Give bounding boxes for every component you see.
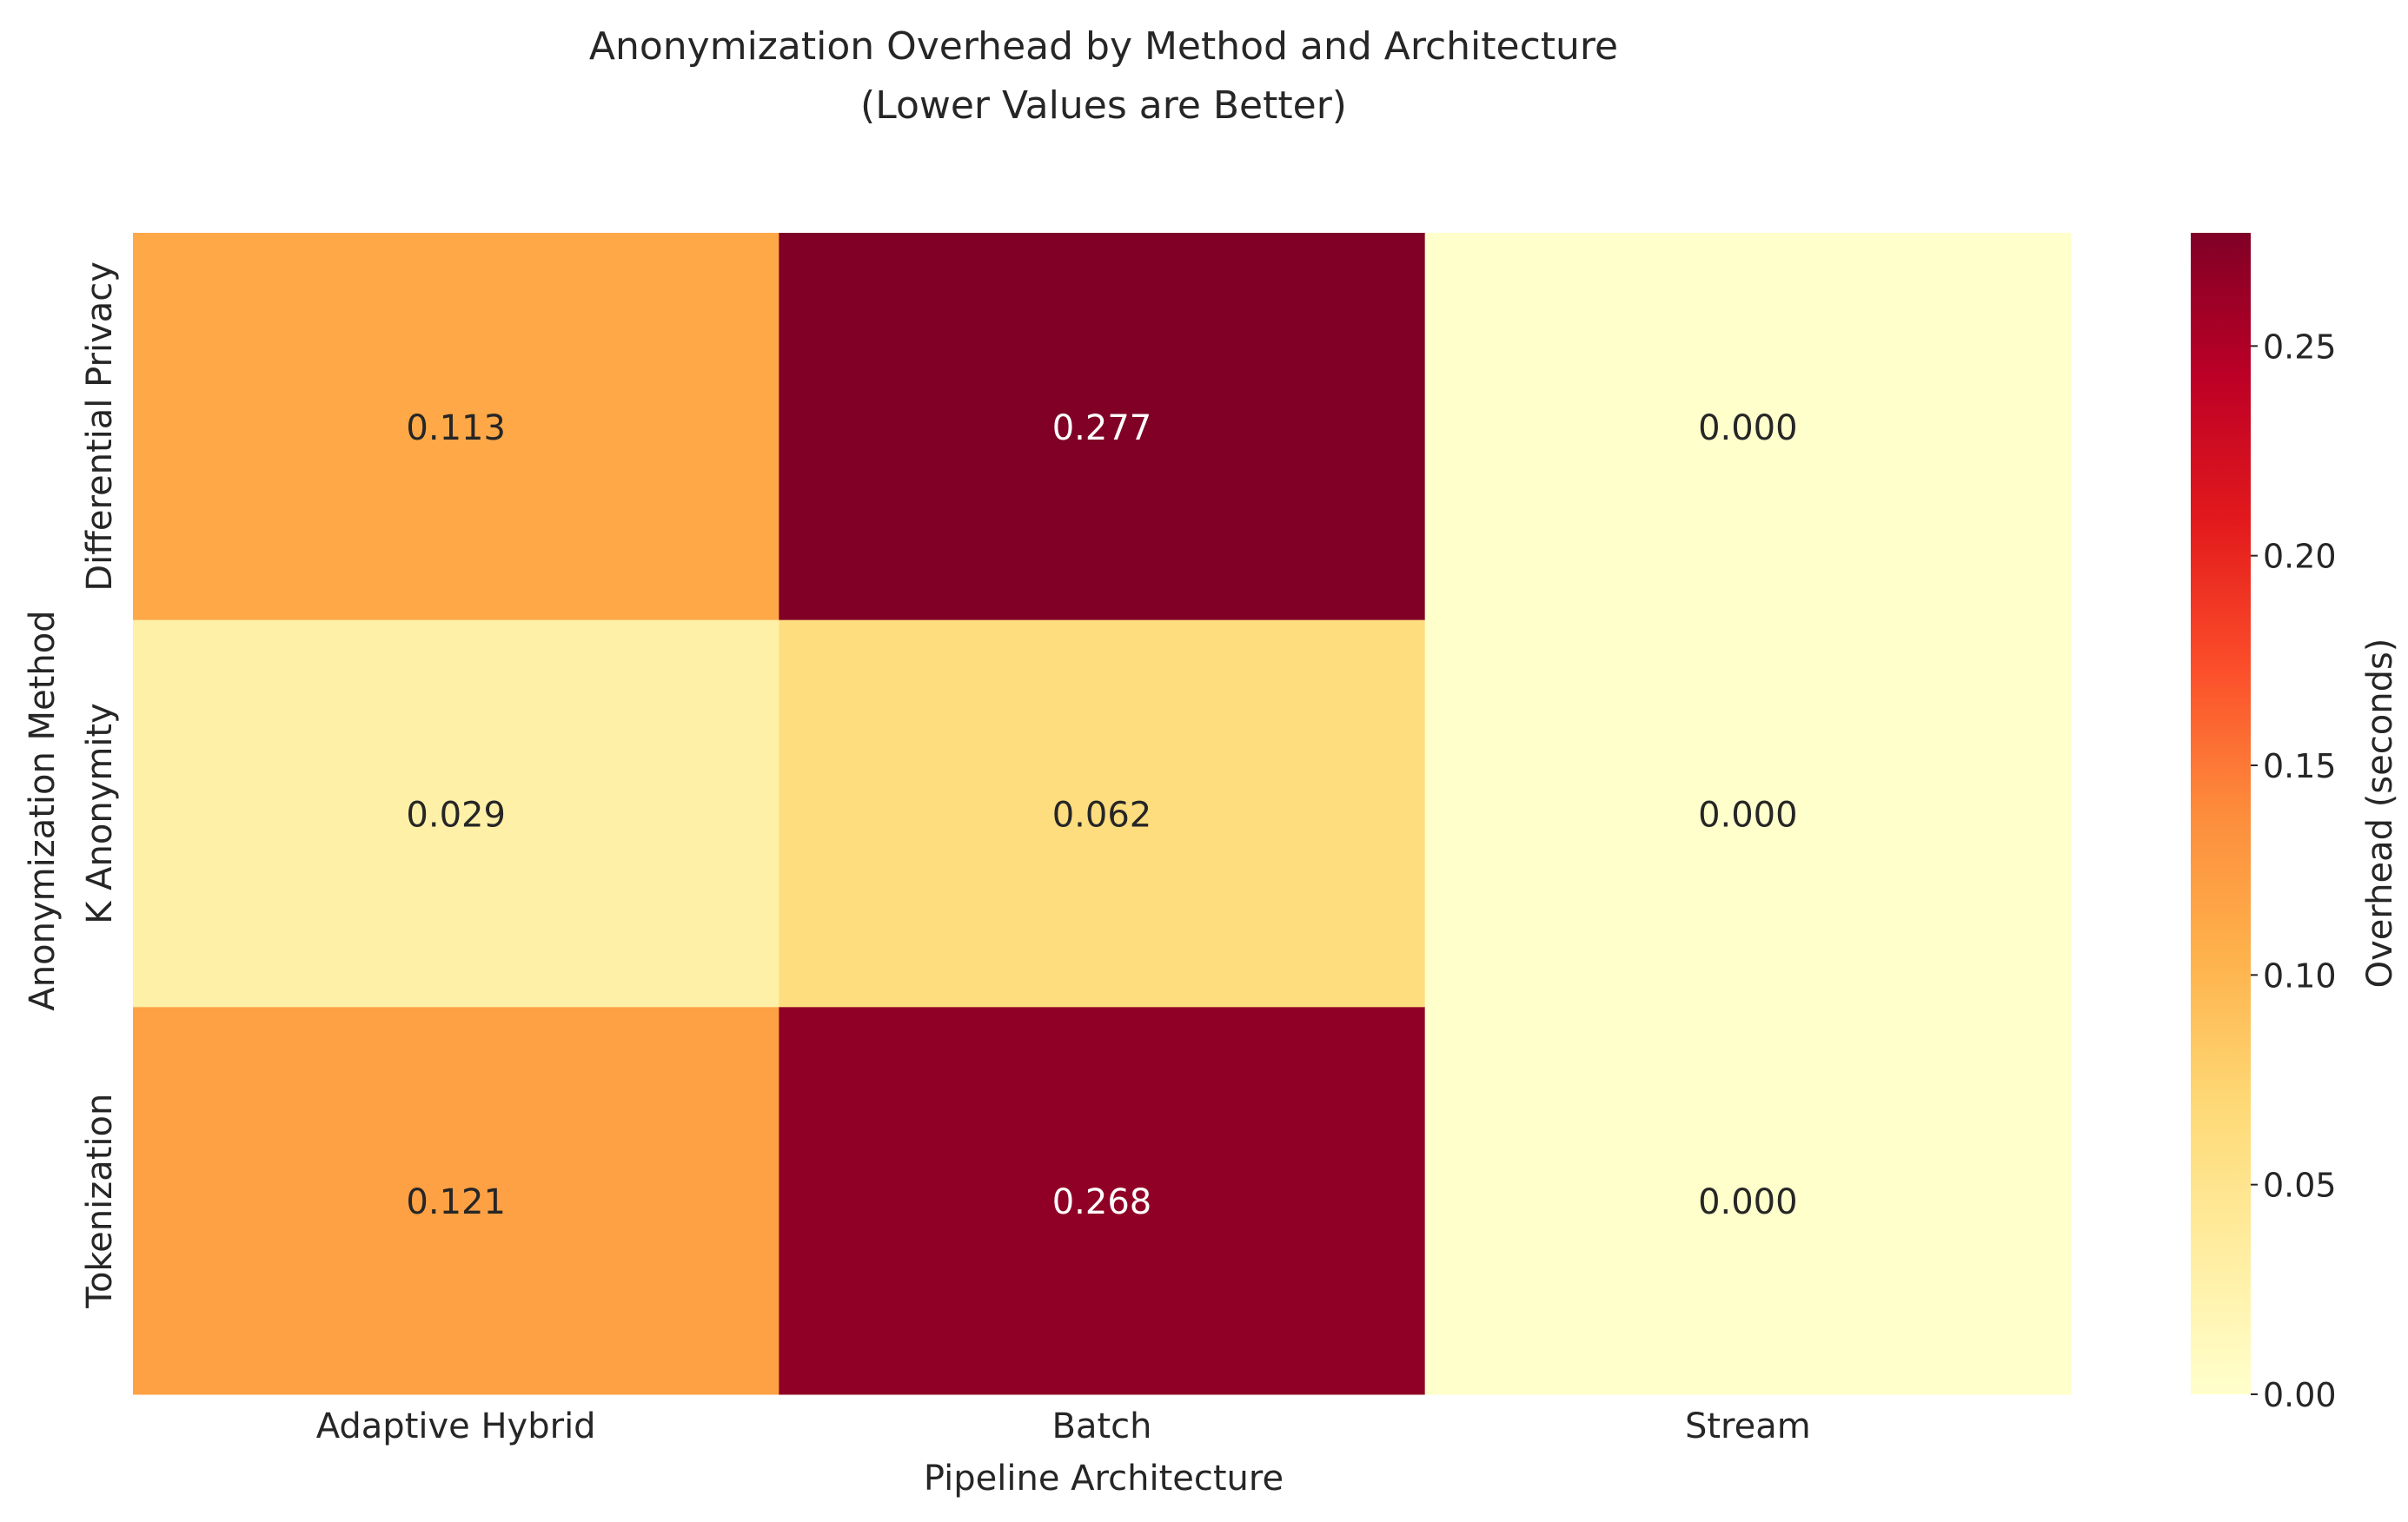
colorbar-tick-label: 0.10: [2263, 956, 2337, 995]
colorbar-tick-label: 0.00: [2263, 1376, 2337, 1414]
heatmap-cells: [133, 233, 2072, 1395]
colorbar: [2191, 233, 2251, 1394]
chart-title: Anonymization Overhead by Method and Arc…: [589, 24, 1618, 69]
heatmap-cell: [133, 619, 779, 1008]
heatmap-cell: [779, 233, 1426, 621]
colorbar-ticks: 0.00 0.05 0.10 0.15 0.20 0.25: [2251, 328, 2337, 1414]
cell-value-label: 0.000: [1698, 796, 1798, 836]
cell-value-label: 0.029: [406, 796, 506, 836]
y-tick-label: Differential Privacy: [80, 261, 120, 592]
colorbar-label: Overhead (seconds): [2360, 639, 2400, 989]
chart-subtitle: (Lower Values are Better): [860, 83, 1347, 128]
heatmap-cell: [779, 1007, 1426, 1395]
heatmap-cell: [1424, 619, 2072, 1008]
y-tick-label: K Anonymity: [80, 703, 120, 924]
heatmap-cell: [133, 233, 779, 621]
cell-value-label: 0.062: [1052, 796, 1152, 836]
cell-value-label: 0.000: [1698, 408, 1798, 448]
colorbar-tick-label: 0.25: [2263, 328, 2337, 366]
y-axis-label: Anonymization Method: [23, 610, 63, 1010]
x-axis-ticks: Adaptive Hybrid Batch Stream: [316, 1406, 1811, 1446]
colorbar-tick-label: 0.15: [2263, 747, 2337, 785]
colorbar-tick-label: 0.20: [2263, 538, 2337, 576]
heatmap-cell: [1424, 1007, 2072, 1395]
cell-value-label: 0.121: [406, 1182, 506, 1222]
x-axis-label: Pipeline Architecture: [924, 1459, 1284, 1499]
heatmap-cell: [133, 1007, 779, 1395]
heatmap-cell: [1424, 233, 2072, 621]
colorbar-tick-label: 0.05: [2263, 1167, 2337, 1205]
x-tick-label: Adaptive Hybrid: [316, 1406, 596, 1446]
y-tick-label: Tokenization: [80, 1094, 120, 1309]
cell-value-label: 0.113: [406, 408, 506, 448]
cell-value-label: 0.277: [1052, 408, 1152, 448]
y-axis-ticks: Differential Privacy K Anonymity Tokenizat…: [80, 261, 120, 1309]
cell-value-label: 0.000: [1698, 1182, 1798, 1222]
x-tick-label: Batch: [1052, 1406, 1152, 1446]
heatmap-value-labels: 0.113 0.277 0.000 0.029 0.062 0.000 0.121 0.268…: [406, 408, 1797, 1222]
heatmap-cell: [779, 619, 1426, 1008]
cell-value-label: 0.268: [1052, 1182, 1152, 1222]
x-tick-label: Stream: [1685, 1406, 1811, 1446]
